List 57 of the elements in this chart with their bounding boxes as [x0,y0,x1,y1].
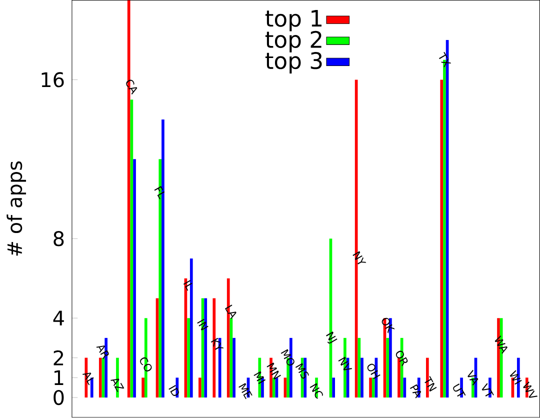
x-tick-label: WV [523,382,538,398]
bar [369,378,372,398]
legend-label: top 2 [265,31,322,53]
x-tick-label: PA [410,384,422,399]
bar [232,338,236,398]
x-tick-label: IL [183,280,192,291]
x-tick-label: VA [468,370,478,386]
x-tick-label: MN [266,362,281,380]
x-tick-label: IN [197,319,208,331]
x-tick-label: TX [439,52,452,68]
x-tick-label: WA [494,336,508,354]
bar [358,338,361,398]
bar [142,378,144,398]
x-tick-label: AL [82,372,94,386]
bar [98,358,102,398]
x-tick-label: MI [254,371,266,384]
x-tick-label: CO [140,358,152,372]
x-tick-label: VT [482,383,494,397]
y-tick-label: 0 [54,390,64,406]
bar [386,338,390,398]
bar [440,80,444,398]
x-tick-label: FL [154,186,165,200]
x-tick-label: AR [96,346,109,360]
x-tick-label: NV [338,356,352,371]
x-tick-label: NC [310,383,323,399]
x-tick-label: LA [224,304,236,320]
bar [272,378,276,398]
bar [198,378,202,398]
x-tick-label: TN [424,376,437,392]
x-tick-label: ID [168,385,179,396]
x-tick-label: CA [126,80,138,95]
bar [372,378,375,398]
x-tick-label: AZ [110,378,124,392]
y-tick-label: 2 [54,350,64,366]
bar [187,318,190,398]
x-tick-label: OH [367,364,380,380]
y-tick-label: 16 [42,72,64,88]
bar [403,378,406,398]
bar [360,358,364,398]
legend-label: top 3 [265,52,322,74]
x-tick-label: MO [280,349,294,366]
x-tick-label: OK [382,318,395,334]
y-axis-title: # of apps [6,162,26,256]
x-tick-label: KY [210,338,224,350]
x-tick-label: ME [238,383,252,400]
x-tick-label: NY [352,251,366,265]
y-tick-label: 8 [54,231,64,246]
x-tick-label: MS [295,363,309,379]
legend-label: top 1 [265,10,322,32]
x-tick-label: UT [453,384,466,397]
x-tick-label: NJ [326,332,338,344]
bar [133,159,136,398]
y-tick-label: 4 [53,310,64,326]
x-tick-label: OR [396,350,408,366]
x-tick-label: WI [510,370,522,385]
bar [332,378,335,398]
y-tick-label: 1 [54,370,64,386]
